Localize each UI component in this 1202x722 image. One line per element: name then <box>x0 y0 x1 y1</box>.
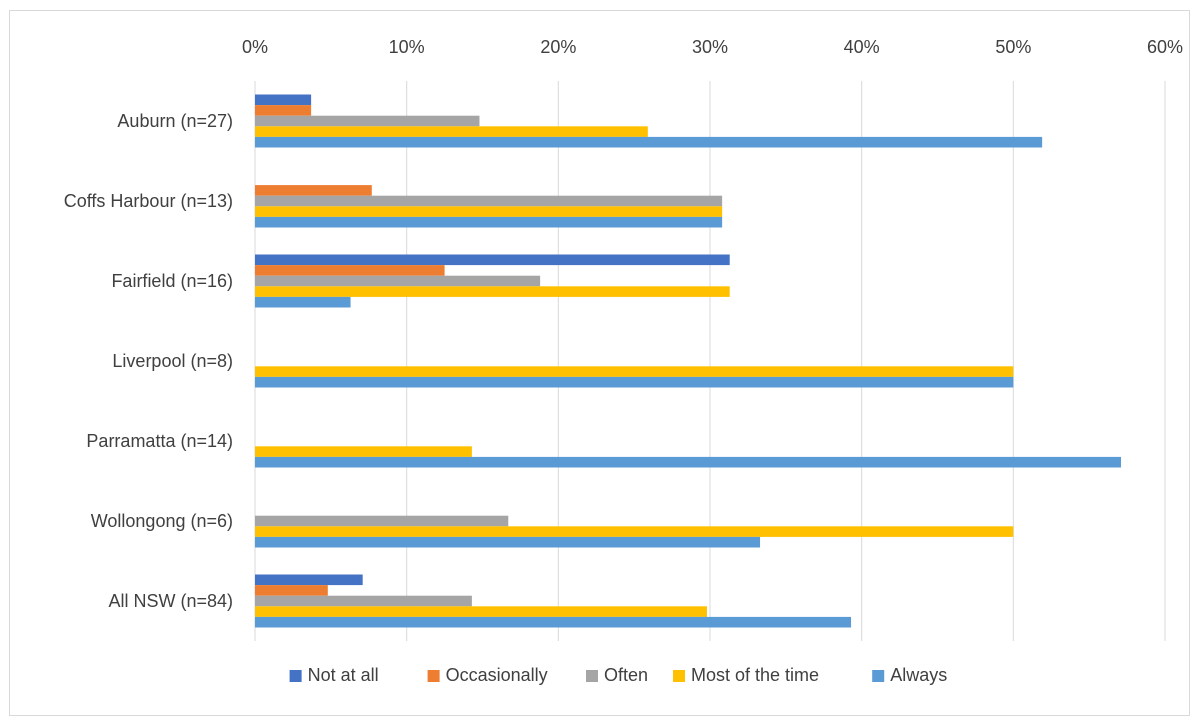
bar <box>255 456 1122 468</box>
bar <box>255 136 1043 148</box>
x-tick-label: 10% <box>389 37 425 57</box>
bar <box>255 265 445 276</box>
bar <box>255 606 707 617</box>
category-label: Coffs Harbour (n=13) <box>64 191 233 211</box>
x-tick-label: 50% <box>995 37 1031 57</box>
legend-swatch <box>872 670 885 682</box>
x-tick-label: 30% <box>692 37 728 57</box>
bar <box>255 206 723 217</box>
legend-swatch <box>427 670 440 682</box>
x-tick-label: 60% <box>1147 37 1183 57</box>
bar <box>255 366 1014 377</box>
bar <box>255 536 761 548</box>
bar <box>255 286 730 297</box>
legend-label: Not at all <box>308 665 379 685</box>
legend-label: Often <box>604 665 648 685</box>
bar <box>255 275 541 287</box>
bar <box>255 126 648 137</box>
category-label: All NSW (n=84) <box>108 591 233 611</box>
bar <box>255 115 480 127</box>
bar <box>255 446 472 457</box>
category-label: Fairfield (n=16) <box>111 271 233 291</box>
y-axis-category-labels: Auburn (n=27) Coffs Harbour (n=13) Fairfie… <box>64 111 233 611</box>
bar <box>255 574 363 586</box>
x-tick-label: 40% <box>844 37 880 57</box>
bar-chart: 0% 10% 20% 30% 40% 50% 60% Auburn (n=27) Coffs … <box>64 37 1183 685</box>
category-label: Liverpool (n=8) <box>112 351 233 371</box>
legend-label: Always <box>890 665 947 685</box>
category-label: Auburn (n=27) <box>117 111 233 131</box>
bar <box>255 105 312 116</box>
bar <box>255 376 1014 388</box>
legend-swatch <box>673 670 685 682</box>
bar <box>255 195 723 207</box>
x-tick-label: 20% <box>540 37 576 57</box>
bar <box>255 526 1014 537</box>
bar <box>255 515 509 527</box>
bar <box>255 595 472 607</box>
gridlines <box>254 81 1166 641</box>
chart-area: 0% 10% 20% 30% 40% 50% 60% Auburn (n=27) Coffs … <box>9 10 1190 716</box>
bar <box>255 216 723 228</box>
legend-label: Most of the time <box>691 665 819 685</box>
legend-swatch <box>289 670 302 682</box>
x-tick-label: 0% <box>242 37 268 57</box>
bar <box>255 94 312 106</box>
bar <box>255 254 730 266</box>
bar <box>255 616 852 628</box>
x-axis-tick-labels: 0% 10% 20% 30% 40% 50% 60% <box>242 37 1183 57</box>
legend-swatch <box>586 670 598 682</box>
bars <box>255 94 1122 628</box>
legend: Not at all Occasionally Often Most of the t… <box>289 665 947 685</box>
bar <box>255 185 372 196</box>
category-label: Wollongong (n=6) <box>91 511 233 531</box>
bar <box>255 585 328 596</box>
category-label: Parramatta (n=14) <box>86 431 233 451</box>
bar <box>255 296 351 308</box>
legend-label: Occasionally <box>446 665 548 685</box>
